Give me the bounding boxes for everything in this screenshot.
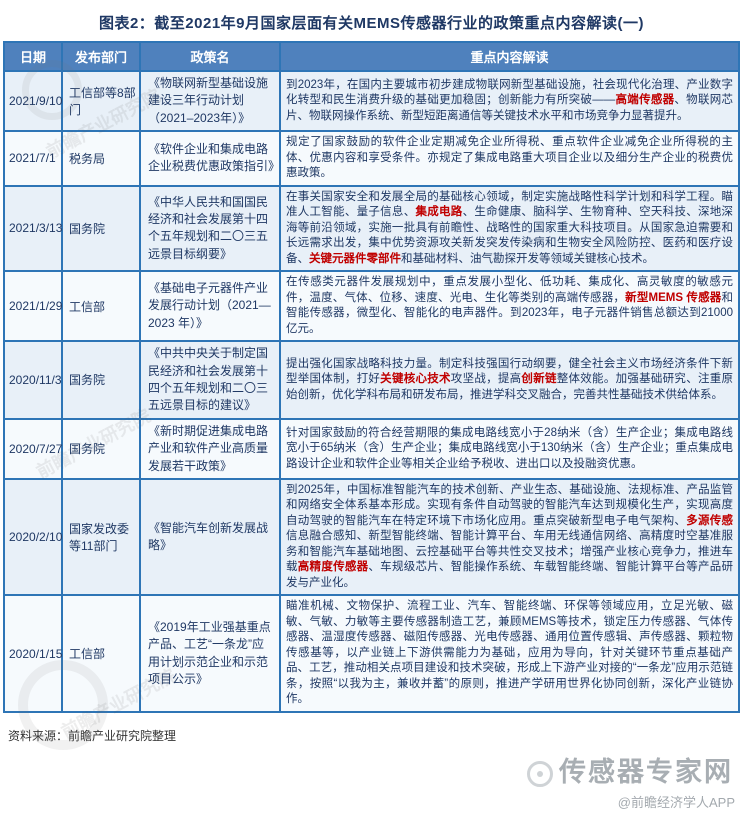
dept-cell: 国务院	[63, 419, 141, 478]
header-department: 发布部门	[63, 43, 141, 70]
highlight-text: 多源传感	[686, 514, 733, 527]
content-cell: 到2025年，中国标准智能汽车的技术创新、产业生态、基础设施、法规标准、产品监管…	[286, 483, 734, 589]
header-date: 日期	[5, 43, 63, 70]
content-cell: 瞄准机械、文物保护、流程工业、汽车、智能终端、环保等领域应用，立足光敏、磁敏、气…	[286, 600, 733, 706]
date-cell: 2020/1/15	[5, 596, 63, 711]
dept-cell: 税务局	[63, 132, 141, 185]
table-row: 2020/7/27 国务院 《新时期促进集成电路产业和软件产业高质量发展若干政策…	[5, 417, 738, 478]
content-cell: 提出强化国家战略科技力量。制定科技强国行动纲要，健全社会主义市场经济条件下新型举…	[286, 357, 734, 401]
highlight-text: 高端传感器	[615, 94, 675, 107]
highlight-text: 关键元器件零部件	[309, 252, 401, 265]
header-content: 重点内容解读	[470, 50, 549, 65]
highlight-text: 关键核心技术	[380, 373, 451, 386]
dept-cell: 工信部	[63, 272, 141, 341]
policy-cell: 《中共中央关于制定国民经济和社会发展第十四个五年规划和二〇三五远景目标的建议》	[141, 342, 281, 418]
table-body: 2021/9/10 工信部等8部门 《物联网新型基础设施建设三年行动计划（202…	[5, 70, 738, 711]
policy-cell: 《物联网新型基础设施建设三年行动计划（2021–2023年）》	[141, 72, 281, 131]
highlight-text: 创新链	[521, 373, 557, 386]
table-row: 2021/7/1 税务局 《软件企业和集成电路企业税费优惠政策指引》 规定了国家…	[5, 130, 738, 185]
dept-cell: 工信部	[63, 596, 141, 711]
sensor-expert-logo-icon	[527, 760, 553, 787]
highlight-text: 高精度传感器	[297, 561, 369, 574]
table-header-row: 日期 发布部门 政策名 重点内容解读	[5, 43, 738, 70]
dept-cell: 工信部等8部门	[63, 72, 141, 131]
policy-cell: 《新时期促进集成电路产业和软件产业高质量发展若干政策》	[141, 419, 281, 478]
date-cell: 2021/3/13	[5, 186, 63, 271]
content-cell: 在传感类元器件发展规划中，重点发展小型化、低功耗、集成化、高灵敏度的敏感元件，温…	[286, 276, 734, 335]
qianzhan-app-watermark: @前瞻经济学人APP	[617, 795, 735, 810]
table-row: 2020/1/15 工信部 《2019年工业强基重点产品、工艺“一条龙”应用计划…	[5, 594, 738, 711]
date-cell: 2020/11/3	[5, 342, 63, 418]
table-row: 2020/2/10 国家发改委等11部门 《智能汽车创新发展战略》 到2025年…	[5, 477, 738, 595]
dept-cell: 国家发改委等11部门	[63, 479, 141, 595]
highlight-text: 新型MEMS 传感器	[625, 291, 722, 304]
table-row: 2021/3/13 国务院 《中华人民共和国国民经济和社会发展第十四个五年规划和…	[5, 184, 738, 271]
dept-cell: 国务院	[63, 186, 141, 271]
content-cell: 到2023年，在国内主要城市初步建成物联网新型基础设施，社会现代化治理、产业数字…	[286, 78, 734, 122]
source-note: 资料来源：前瞻产业研究院整理	[8, 728, 177, 743]
policy-cell: 《智能汽车创新发展战略》	[141, 479, 281, 595]
policy-cell: 《软件企业和集成电路企业税费优惠政策指引》	[141, 132, 281, 185]
content-cell: 规定了国家鼓励的软件企业定期减免企业所得税、重点软件企业减免企业所得税的主体、优…	[286, 136, 733, 180]
highlight-text: 集成电路	[415, 206, 463, 219]
date-cell: 2021/1/29	[5, 272, 63, 341]
table-row: 2021/1/29 工信部 《基础电子元器件产业发展行动计划（2021—2023…	[5, 270, 738, 341]
content-cell: 在事关国家安全和发展全局的基础核心领域，制定实施战略性科学计划和科学工程。瞄准人…	[286, 190, 734, 265]
date-cell: 2020/2/10	[5, 479, 63, 595]
sensor-expert-brand-text: 传感器专家网	[559, 757, 733, 787]
sensor-expert-brand-watermark: 传感器专家网	[527, 750, 733, 789]
table-row: 2021/9/10 工信部等8部门 《物联网新型基础设施建设三年行动计划（202…	[5, 70, 738, 131]
policy-cell: 《2019年工业强基重点产品、工艺“一条龙”应用计划示范企业和示范项目公示》	[141, 596, 281, 711]
dept-cell: 国务院	[63, 342, 141, 418]
date-cell: 2021/7/1	[5, 132, 63, 185]
page-title: 图表2：截至2021年9月国家层面有关MEMS传感器行业的政策重点内容解读(一)	[98, 15, 645, 32]
table-row: 2020/11/3 国务院 《中共中央关于制定国民经济和社会发展第十四个五年规划…	[5, 340, 738, 418]
policy-table: 日期 发布部门 政策名 重点内容解读 2021/9/10 工信部等8部门 《物联…	[3, 41, 740, 713]
date-cell: 2020/7/27	[5, 419, 63, 478]
date-cell: 2021/9/10	[5, 72, 63, 131]
content-cell: 针对国家鼓励的符合经营期限的集成电路线宽小于28纳米（含）生产企业；集成电路线宽…	[286, 426, 733, 470]
header-policy: 政策名	[141, 43, 281, 70]
policy-cell: 《基础电子元器件产业发展行动计划（2021—2023 年）》	[141, 272, 281, 341]
policy-cell: 《中华人民共和国国民经济和社会发展第十四个五年规划和二〇三五远景目标纲要》	[141, 186, 281, 271]
